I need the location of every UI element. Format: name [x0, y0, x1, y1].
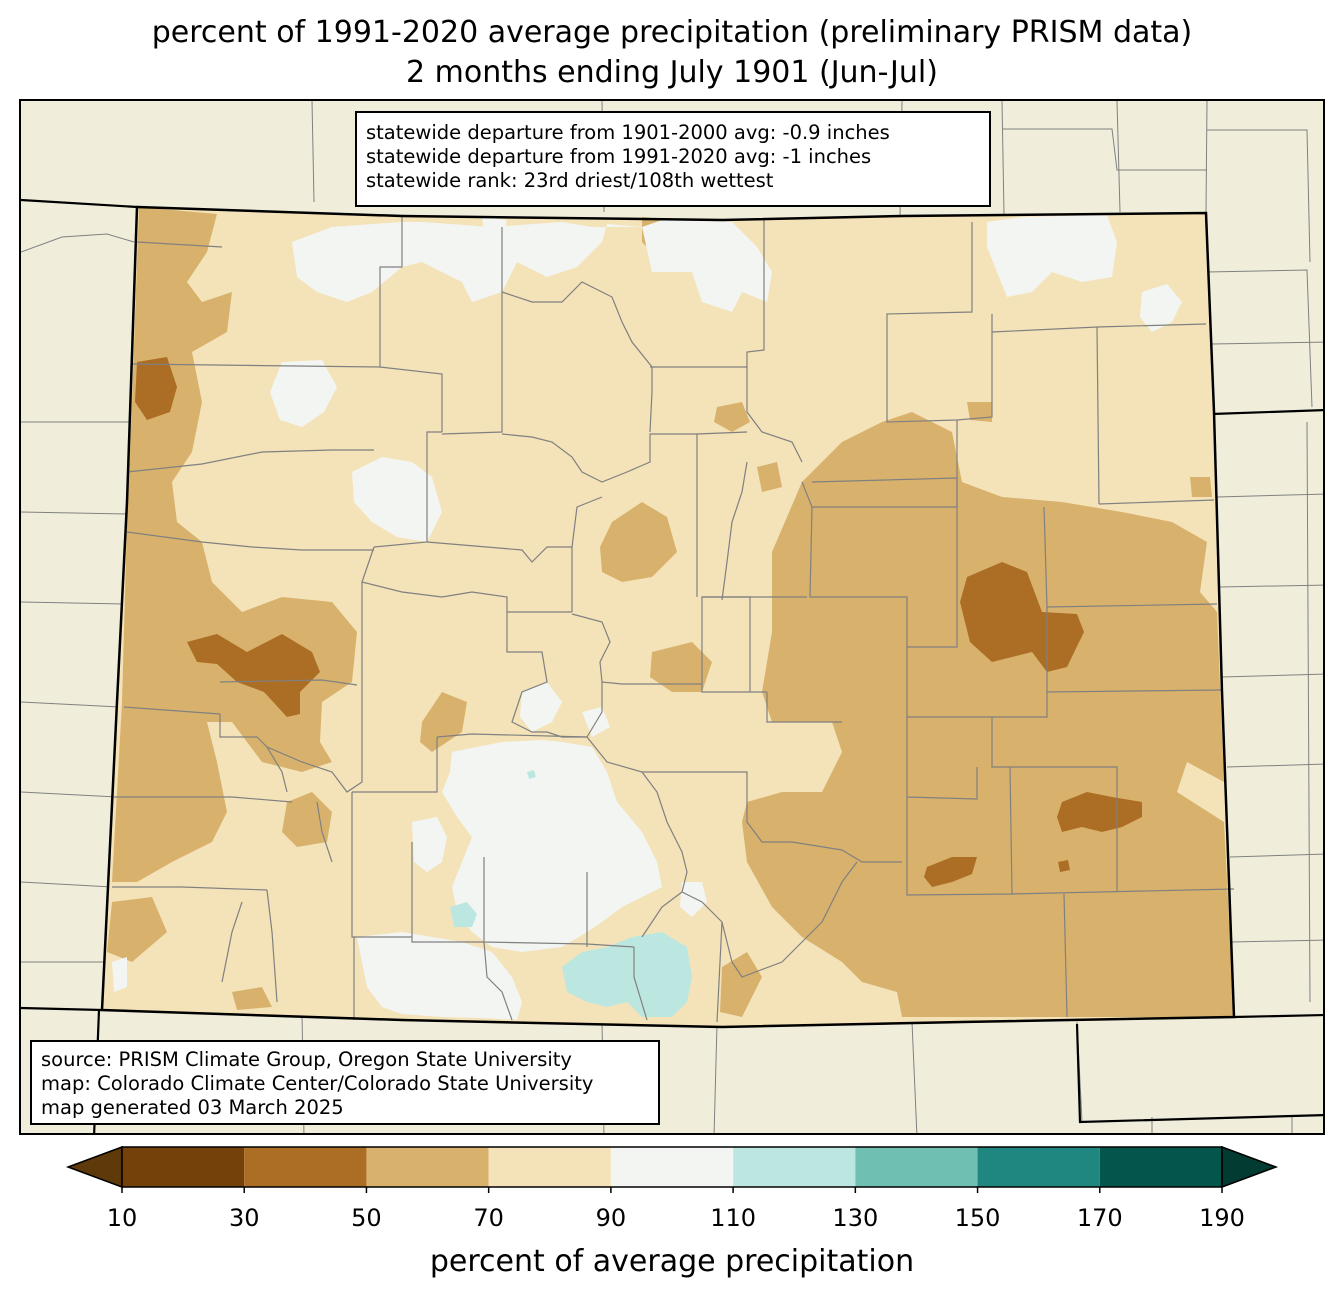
map-frame — [19, 99, 1325, 1135]
precip-90-110-regions — [112, 215, 1182, 1020]
colorbar-tick-label: 30 — [228, 1204, 260, 1232]
colorbar-tick-label: 50 — [351, 1204, 382, 1232]
source-map-credit: map: Colorado Climate Center/Colorado St… — [41, 1072, 594, 1095]
colorbar-segment — [244, 1147, 367, 1187]
colorbar-segment — [122, 1147, 245, 1187]
colorbar-segment — [366, 1147, 489, 1187]
colorbar-segment — [488, 1147, 611, 1187]
colorbar-tick-label: 150 — [954, 1204, 1001, 1232]
precip-110-130-regions — [450, 770, 692, 1017]
map-title: percent of 1991-2020 average precipitati… — [151, 15, 1193, 50]
colorbar-tick-label: 110 — [710, 1204, 757, 1232]
colorbar-segment — [610, 1147, 734, 1187]
colorbar-outline — [121, 1146, 1223, 1188]
colorbar-segment — [733, 1147, 856, 1187]
map-subtitle: 2 months ending July 1901 (Jun-Jul) — [406, 55, 938, 90]
precip-30-50-regions — [135, 357, 1142, 887]
statewide-stats-box: statewide departure from 1901-2000 avg: … — [355, 111, 991, 207]
source-generated-date: map generated 03 March 2025 — [41, 1096, 344, 1119]
source-box: source: PRISM Climate Group, Oregon Stat… — [30, 1040, 660, 1125]
colorbar-tick-label: 130 — [832, 1204, 879, 1232]
colorbar-segment — [855, 1147, 978, 1187]
colorbar-title: percent of average precipitation — [429, 1244, 915, 1279]
colorbar-segment — [1099, 1147, 1222, 1187]
colorbar-tick-label: 70 — [473, 1204, 504, 1232]
colorbar-extend-high — [1221, 1145, 1279, 1189]
colorado-border — [100, 205, 1236, 1029]
colorado-precipitation-map — [21, 101, 1323, 1133]
source-prism: source: PRISM Climate Group, Oregon Stat… — [41, 1048, 572, 1071]
stats-rank: statewide rank: 23rd driest/108th wettes… — [366, 169, 774, 192]
colorbar-segment — [977, 1147, 1100, 1187]
colorbar-extend-low — [65, 1145, 123, 1189]
colorbar-tick-label: 10 — [106, 1204, 138, 1232]
stats-departure-1991-2020: statewide departure from 1991-2020 avg: … — [366, 145, 872, 168]
stats-departure-1901-2000: statewide departure from 1901-2000 avg: … — [366, 121, 890, 144]
colorbar-tick-label: 170 — [1076, 1204, 1123, 1232]
colorbar-tick-label: 90 — [595, 1204, 627, 1232]
colorbar — [65, 1145, 1279, 1193]
colorbar-tick-label: 190 — [1199, 1204, 1245, 1232]
county-lines — [112, 217, 1235, 1023]
